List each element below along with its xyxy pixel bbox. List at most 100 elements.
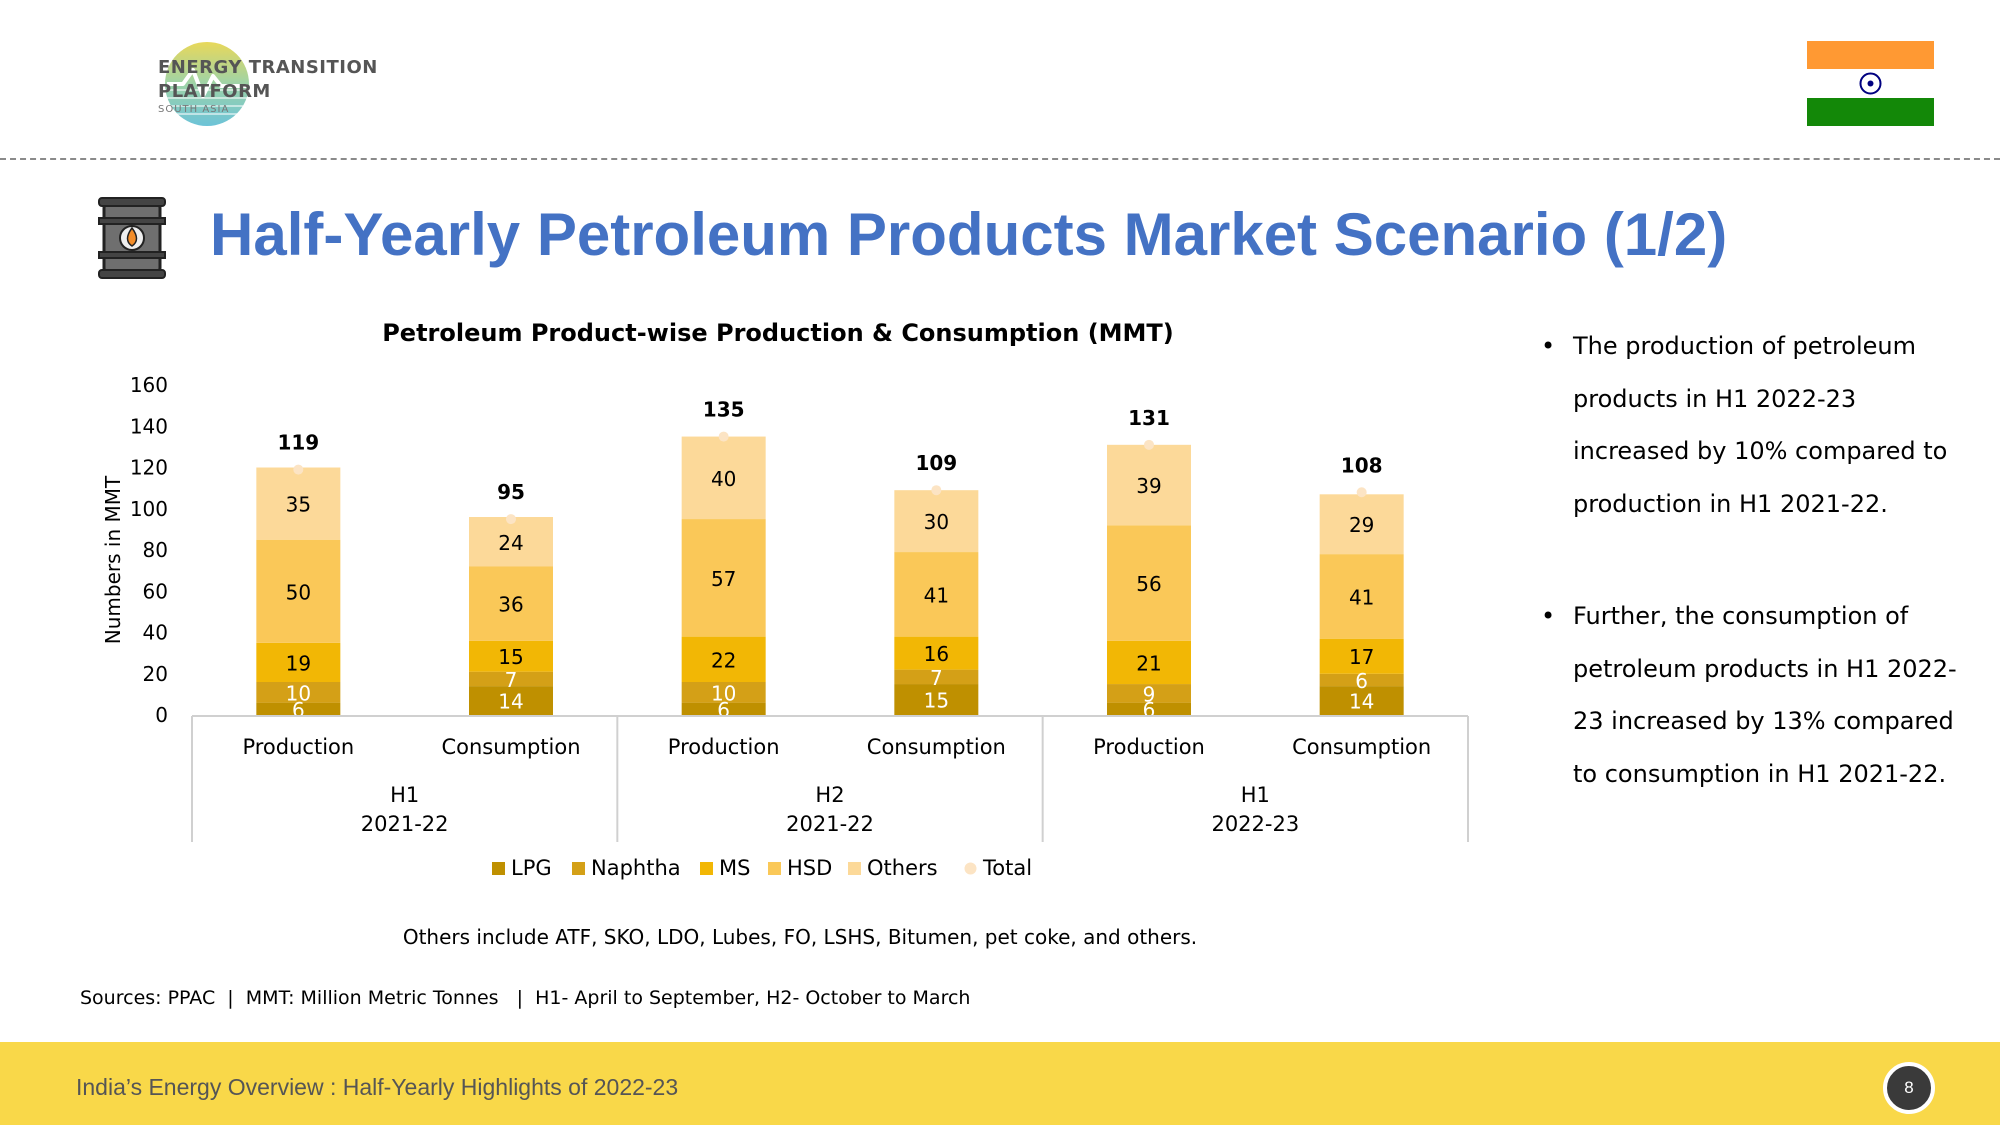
y-axis-label: Numbers in MMT [101, 475, 125, 644]
header-divider [0, 158, 2000, 160]
category-label: Production [1093, 735, 1205, 759]
category-label: Consumption [441, 735, 580, 759]
bar-value-label: 35 [286, 493, 311, 517]
y-tick-label: 160 [130, 373, 168, 397]
bar-value-label: 9 [1143, 682, 1156, 706]
legend-swatch-others [848, 862, 861, 875]
bar-others [894, 490, 979, 553]
bar-ms [256, 642, 341, 682]
logo-line-2: PLATFORM [158, 81, 271, 102]
sources-note: Sources: PPAC | MMT: Million Metric Tonn… [80, 987, 971, 1009]
total-marker [293, 464, 304, 475]
group-label-year: 2022-23 [1211, 812, 1299, 836]
bar-value-label: 19 [286, 651, 311, 675]
bar-ms [681, 636, 766, 682]
category-label: Production [668, 735, 780, 759]
y-tick-label: 40 [143, 621, 168, 645]
logo-line-1: ENERGY TRANSITION [158, 57, 378, 78]
bar-value-label: 56 [1136, 572, 1161, 596]
bar-value-label: 30 [924, 510, 949, 534]
bar-value-label: 17 [1349, 645, 1374, 669]
insight-bullets: The production of petroleum products in … [1535, 320, 1975, 860]
bar-value-label: 50 [286, 580, 311, 604]
india-flag-icon [1807, 41, 1934, 126]
y-tick-label: 0 [155, 703, 168, 727]
bar-value-label: 14 [498, 690, 523, 714]
bar-ms [1107, 640, 1191, 685]
total-marker [1144, 439, 1154, 450]
legend-swatch-total [964, 862, 977, 875]
bar-naphtha [894, 669, 979, 685]
bar-value-label: 10 [711, 681, 736, 705]
legend-swatch-lpg [492, 862, 505, 875]
production-consumption-chart: Petroleum Product-wise Production & Cons… [101, 319, 1469, 880]
y-tick-label: 120 [130, 456, 168, 480]
legend-swatch-naphtha [572, 862, 585, 875]
bar-others [469, 517, 553, 567]
bar-value-label: 41 [924, 583, 949, 607]
y-tick-label: 60 [143, 579, 168, 603]
y-tick-label: 140 [130, 414, 168, 438]
group-label-period: H1 [390, 783, 419, 807]
bar-hsd [681, 519, 766, 637]
y-tick-label: 100 [130, 497, 168, 521]
bar-lpg [1319, 686, 1404, 715]
bar-value-label: 22 [711, 648, 736, 672]
bar-hsd [894, 552, 979, 637]
legend-swatch-hsd [768, 862, 781, 875]
category-label: Consumption [1292, 735, 1431, 759]
bar-naphtha [256, 682, 341, 703]
page-number-badge: 8 [1883, 1062, 1935, 1114]
legend-label: HSD [787, 856, 832, 880]
total-marker [1356, 487, 1367, 498]
total-label: 109 [915, 451, 957, 475]
total-marker [931, 485, 942, 496]
bar-value-label: 24 [498, 531, 523, 555]
legend-label: Total [982, 856, 1032, 880]
bar-value-label: 14 [1349, 690, 1374, 714]
total-label: 108 [1341, 453, 1383, 477]
bar-lpg [894, 684, 979, 715]
total-label: 131 [1128, 406, 1170, 430]
bar-value-label: 21 [1136, 651, 1161, 675]
legend-label: Naphtha [591, 856, 681, 880]
bar-others [1319, 494, 1404, 555]
footer-bar [0, 1042, 2000, 1125]
bar-others [256, 467, 341, 540]
group-label-period: H1 [1241, 783, 1270, 807]
bar-naphtha [681, 682, 766, 703]
group-label-period: H2 [815, 783, 844, 807]
bar-value-label: 41 [1349, 585, 1374, 609]
bullet-consumption: Further, the consumption of petroleum pr… [1535, 590, 1975, 800]
oil-barrel-icon [98, 197, 166, 279]
bar-value-label: 7 [505, 668, 518, 692]
footer-text: India’s Energy Overview : Half-Yearly Hi… [76, 1074, 679, 1100]
bar-value-label: 57 [711, 567, 736, 591]
bar-value-label: 7 [930, 666, 943, 690]
bar-value-label: 16 [924, 642, 949, 666]
bar-lpg [469, 686, 553, 715]
bar-ms [894, 636, 979, 670]
bar-hsd [256, 539, 341, 643]
bar-naphtha [1107, 684, 1191, 703]
bar-others [1107, 444, 1191, 526]
group-label-year: 2021-22 [786, 812, 874, 836]
bar-value-label: 40 [711, 467, 736, 491]
page-title: Half-Yearly Petroleum Products Market Sc… [210, 201, 1728, 268]
logo-subtitle: SOUTH ASIA [158, 104, 230, 115]
total-marker [506, 514, 516, 525]
bar-others [681, 436, 766, 520]
category-label: Consumption [867, 735, 1006, 759]
bar-lpg [256, 702, 341, 715]
legend-label: MS [719, 856, 750, 880]
bar-hsd [469, 566, 553, 641]
category-label: Production [242, 735, 354, 759]
legend-label: Others [867, 856, 938, 880]
bar-ms [469, 640, 553, 672]
bar-value-label: 39 [1136, 474, 1161, 498]
chart-title: Petroleum Product-wise Production & Cons… [382, 319, 1174, 347]
legend-label: LPG [511, 856, 552, 880]
total-label: 95 [497, 480, 525, 504]
total-marker [718, 431, 729, 442]
y-tick-label: 20 [143, 662, 168, 686]
